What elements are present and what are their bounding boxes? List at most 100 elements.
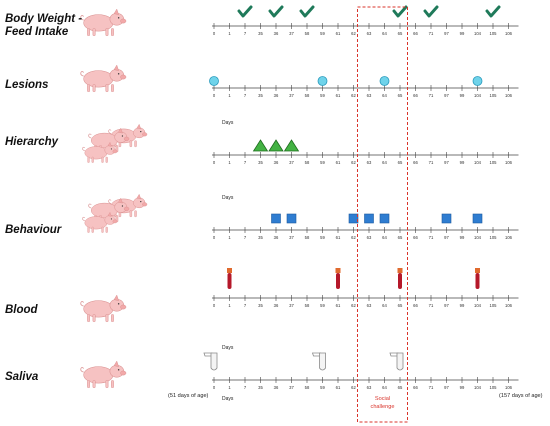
tick-label: 36 xyxy=(274,385,279,390)
pig-ear xyxy=(113,64,119,71)
triangle-icon xyxy=(268,139,284,152)
tick-label: 97 xyxy=(444,31,449,36)
pig-leg xyxy=(105,226,108,233)
tube-cap xyxy=(227,268,232,273)
tick-label: 106 xyxy=(505,303,513,308)
tick-label: 37 xyxy=(289,235,294,240)
check-icon xyxy=(423,5,439,18)
end-age-label: (157 days of age) xyxy=(499,393,543,399)
tick-label: 0 xyxy=(213,303,216,308)
pig-leg xyxy=(129,140,133,148)
tick-label: 63 xyxy=(367,303,372,308)
pig-ear xyxy=(113,360,119,367)
pig-leg xyxy=(111,380,114,388)
pig-icon xyxy=(80,294,127,322)
timeline-body-weight: 0 1 7 35 36 37 58 59 61 62 63 64 65 66 71 97 99 104 105 106 xyxy=(212,5,519,36)
pig-tail xyxy=(80,367,84,373)
tick-label: 97 xyxy=(444,303,449,308)
pig-ear xyxy=(113,8,119,15)
pig-snout xyxy=(142,202,148,207)
row-label-hierarchy: Hierarchy xyxy=(5,136,59,148)
square-icon xyxy=(441,213,452,224)
pig-leg xyxy=(87,84,90,92)
tube-body xyxy=(336,273,340,289)
pig-eye xyxy=(121,205,124,207)
tick-label: 66 xyxy=(413,160,418,165)
tick-label: 104 xyxy=(474,235,482,240)
tick-label: 99 xyxy=(460,93,465,98)
circle-icon xyxy=(472,76,483,86)
tube-body xyxy=(210,352,218,371)
tick-label: 97 xyxy=(444,93,449,98)
tick-label: 66 xyxy=(413,93,418,98)
tick-label: 104 xyxy=(474,385,482,390)
tick-label: 58 xyxy=(305,303,310,308)
pig-icon xyxy=(80,360,127,388)
social-challenge-box xyxy=(357,6,408,423)
pig-leg xyxy=(87,226,90,233)
triangle-icon xyxy=(283,139,300,152)
pig-leg xyxy=(87,314,90,322)
timeline-lesions: 0 1 7 35 36 37 58 59 61 62 63 64 65 66 71 97 99 104 105 106 xyxy=(209,76,519,98)
tick-label: 61 xyxy=(336,235,341,240)
tick-label: 71 xyxy=(429,93,434,98)
tick-label: 71 xyxy=(429,303,434,308)
pig-ear xyxy=(136,193,142,200)
pigs-layer xyxy=(80,8,148,388)
tick-label: 66 xyxy=(413,235,418,240)
pig-tail xyxy=(82,146,85,151)
tick-label: 37 xyxy=(289,160,294,165)
tick-label: 64 xyxy=(382,385,387,390)
tick-label: 61 xyxy=(336,31,341,36)
tick-label: 37 xyxy=(289,303,294,308)
saliva-tube-icon xyxy=(389,352,404,371)
tick-label: 66 xyxy=(413,31,418,36)
row-label-blood: Blood xyxy=(5,304,39,316)
tick-label: 64 xyxy=(382,31,387,36)
blood-tube-icon xyxy=(475,268,480,289)
pig-tail xyxy=(82,216,85,221)
pig-leg xyxy=(105,314,109,322)
days-label: Days xyxy=(222,345,234,351)
pig-tail xyxy=(88,133,92,139)
tick-label: 35 xyxy=(258,235,263,240)
check-icon xyxy=(237,5,253,18)
pig-ear xyxy=(113,294,119,301)
tick-label: 36 xyxy=(274,31,279,36)
tick-label: 1 xyxy=(228,160,231,165)
tick-label: 63 xyxy=(367,235,372,240)
timelines: 0 1 7 35 36 37 58 59 61 62 63 64 65 66 71 97 99 104 105 106… xyxy=(204,7,519,402)
pig-snout xyxy=(120,18,127,24)
pig-leg xyxy=(101,156,104,163)
row-label-body-weight: Feed Intake xyxy=(5,26,69,38)
pig-eye xyxy=(117,17,120,19)
tick-label: 104 xyxy=(474,31,482,36)
tick-label: 35 xyxy=(258,31,263,36)
tick-label: 106 xyxy=(505,160,513,165)
tick-label: 71 xyxy=(429,31,434,36)
tick-label: 37 xyxy=(289,31,294,36)
blood-tube-icon xyxy=(397,268,403,289)
pig-snout xyxy=(142,132,148,137)
tick-label: 64 xyxy=(382,160,387,165)
tick-label: 99 xyxy=(460,160,465,165)
overlay: Social challenge (51 days of age) (157 d… xyxy=(168,6,543,423)
tick-label: 36 xyxy=(274,303,279,308)
pig-snout xyxy=(123,136,130,141)
row-label-body-weight: Body Weight - xyxy=(5,13,82,25)
tick-label: 104 xyxy=(474,160,482,165)
tick-label: 65 xyxy=(398,235,403,240)
pig-snout xyxy=(120,370,127,376)
check-icon xyxy=(485,5,501,18)
tick-label: 105 xyxy=(490,235,498,240)
tick-label: 58 xyxy=(305,160,310,165)
tick-label: 59 xyxy=(320,160,325,165)
tick-label: 36 xyxy=(274,93,279,98)
tick-label: 63 xyxy=(367,385,372,390)
pig-tail xyxy=(80,301,84,307)
tick-label: 7 xyxy=(244,303,247,308)
tick-label: 59 xyxy=(320,385,325,390)
pig-leg xyxy=(92,28,96,36)
tick-label: 105 xyxy=(490,160,498,165)
